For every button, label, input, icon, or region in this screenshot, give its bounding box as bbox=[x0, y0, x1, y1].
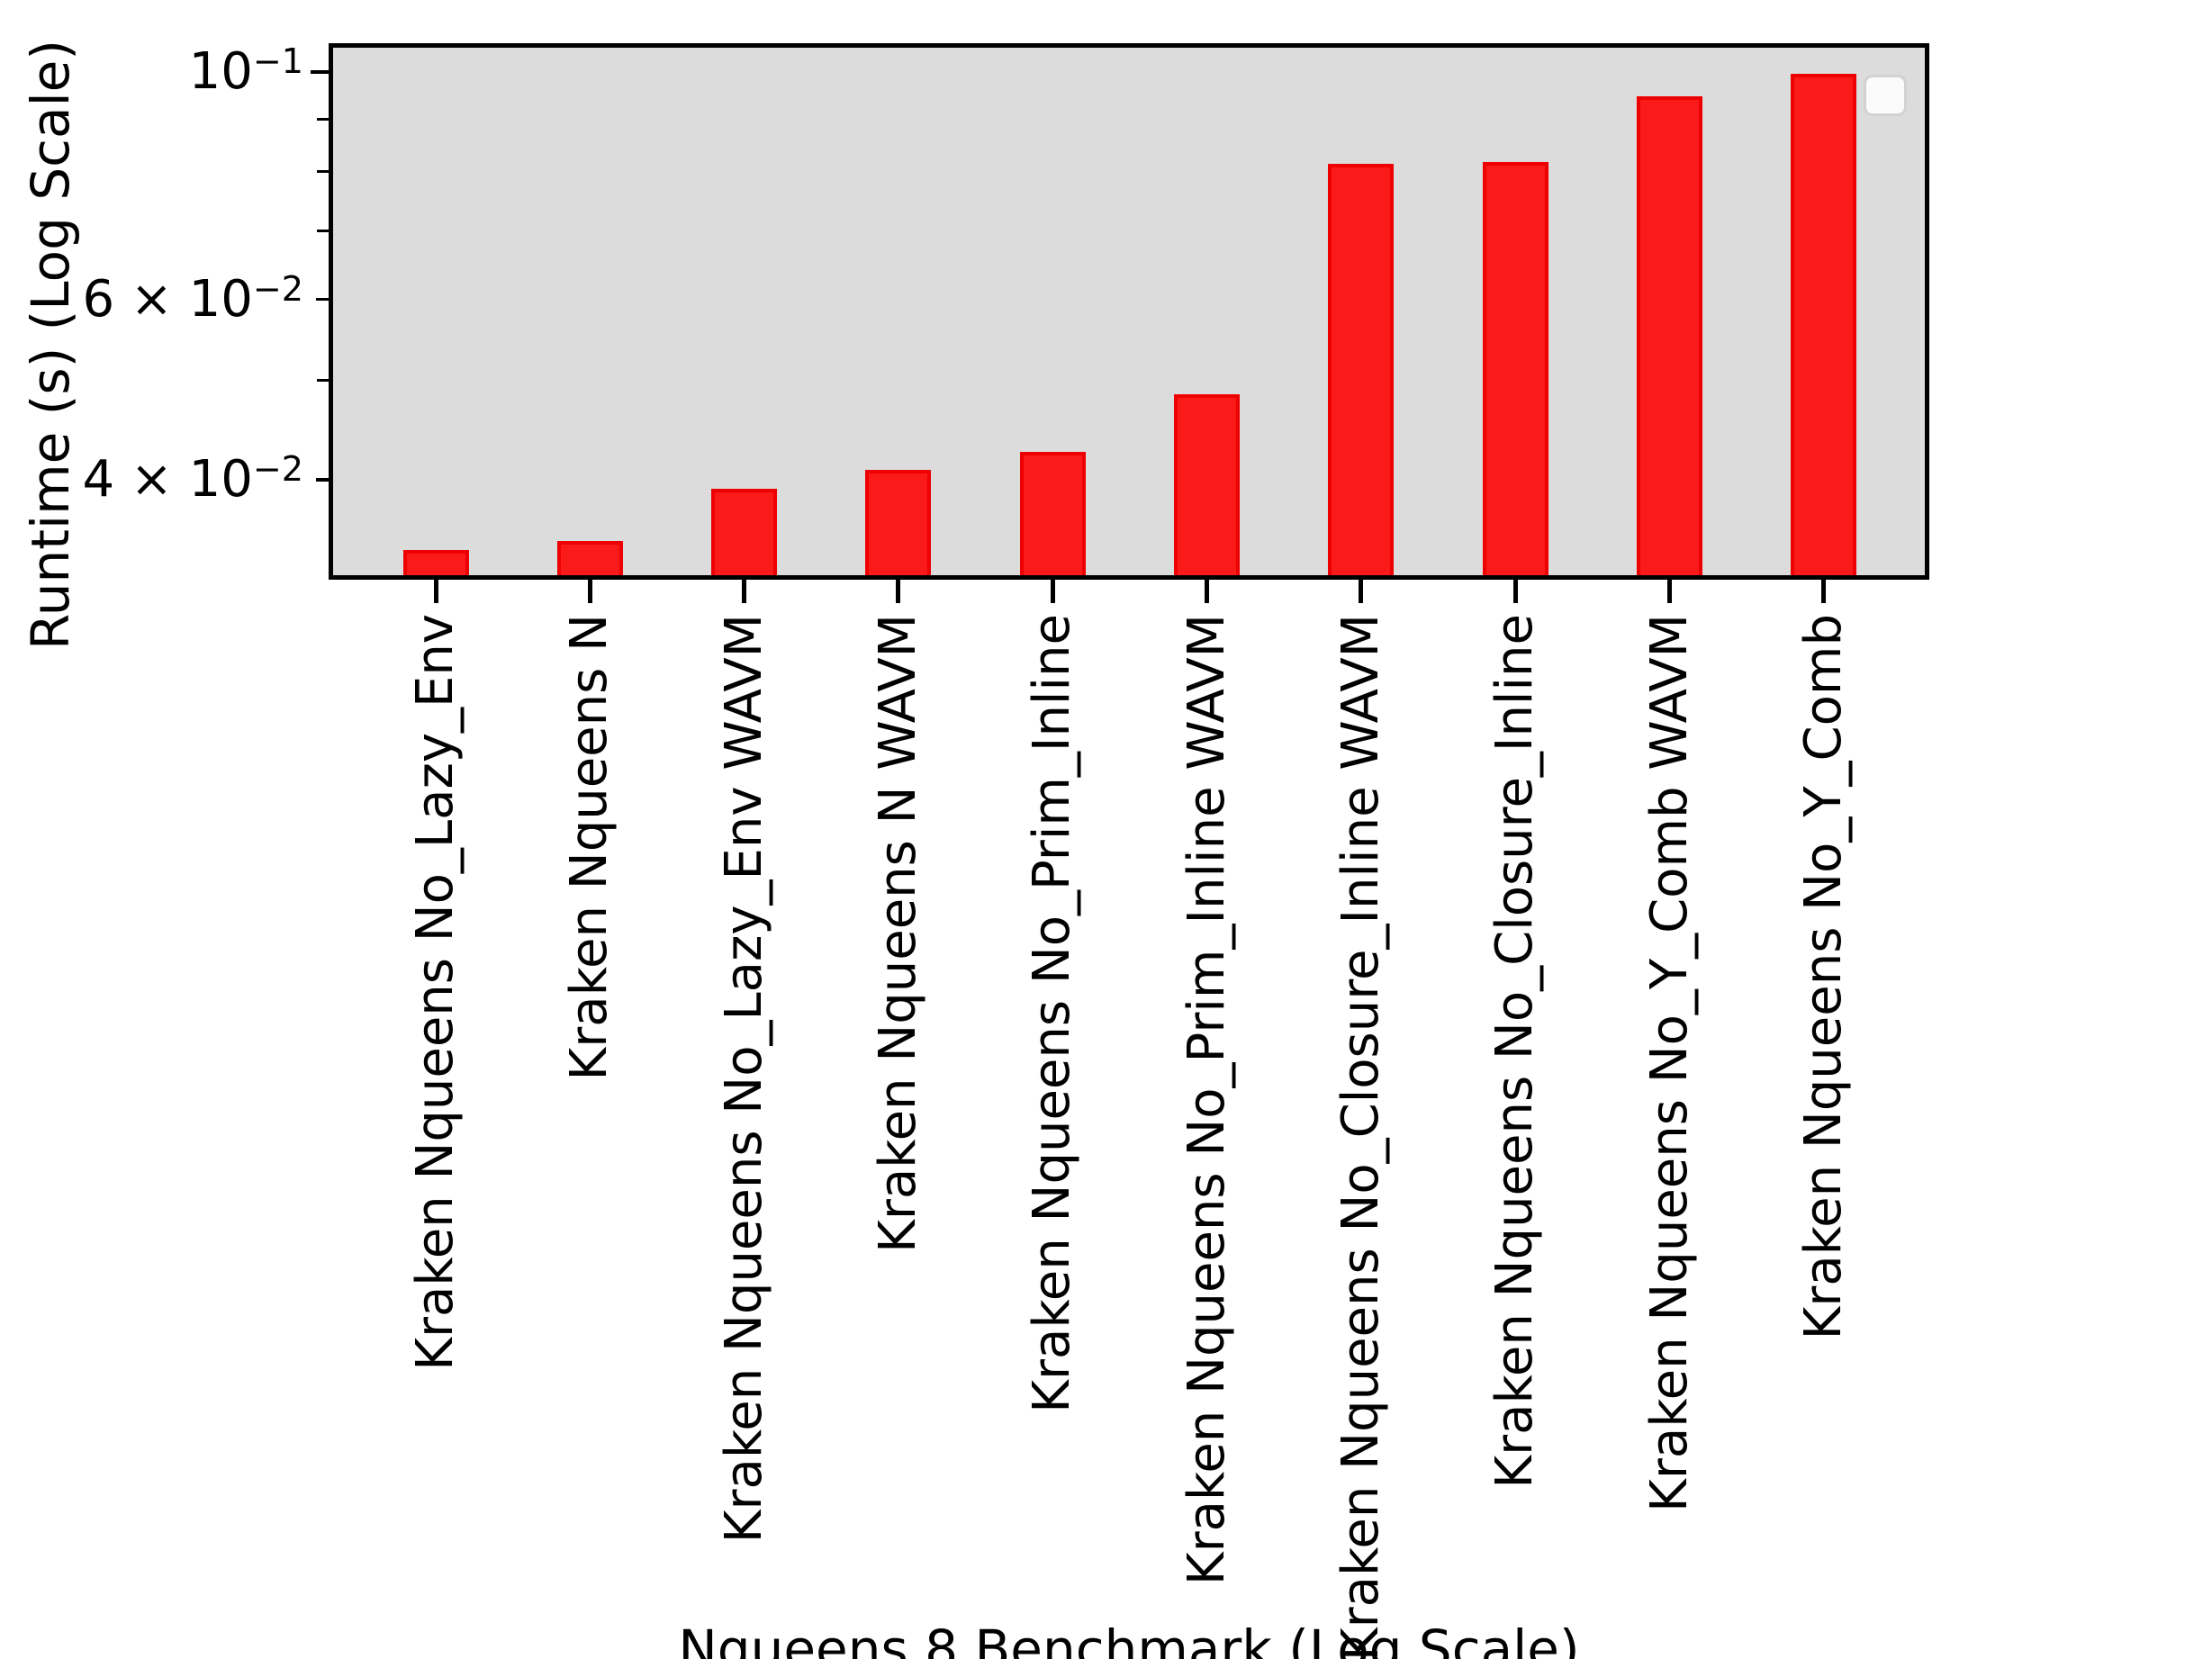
x-tick-mark bbox=[587, 580, 592, 603]
bar[interactable] bbox=[1482, 161, 1548, 575]
bar[interactable] bbox=[1637, 96, 1703, 575]
y-tick-mark bbox=[317, 229, 329, 232]
y-tick-mark bbox=[317, 117, 329, 121]
bar[interactable] bbox=[865, 470, 932, 575]
bar[interactable] bbox=[711, 489, 778, 575]
bar[interactable] bbox=[556, 540, 623, 575]
y-axis-title-text: Runtime (s) (Log Scale) bbox=[20, 40, 81, 650]
y-tick-mark bbox=[317, 169, 329, 173]
x-axis-title-text: Nqueens 8 Benchmark (Log Scale) bbox=[678, 1618, 1580, 1659]
y-tick-label: 10−1 bbox=[188, 41, 303, 101]
y-tick-mark bbox=[316, 297, 329, 302]
x-tick-mark bbox=[1359, 580, 1364, 603]
x-tick-mark bbox=[1050, 580, 1055, 603]
y-tick-mark bbox=[317, 379, 329, 383]
x-tick-mark bbox=[1205, 580, 1210, 603]
y-tick-mark bbox=[316, 478, 329, 482]
bar[interactable] bbox=[1019, 452, 1086, 575]
x-tick-mark bbox=[433, 580, 438, 603]
x-tick-mark bbox=[896, 580, 901, 603]
legend-box[interactable] bbox=[1864, 75, 1907, 116]
x-tick-mark bbox=[1821, 580, 1827, 603]
x-tick-mark bbox=[1667, 580, 1673, 603]
bar[interactable] bbox=[1174, 393, 1241, 575]
y-tick-label: 4 × 10−2 bbox=[82, 449, 303, 509]
bar[interactable] bbox=[1328, 164, 1395, 575]
x-tick-mark bbox=[742, 580, 747, 603]
y-tick-label: 6 × 10−2 bbox=[82, 268, 303, 329]
bar[interactable] bbox=[1791, 74, 1857, 575]
plot-area bbox=[329, 43, 1929, 580]
x-tick-mark bbox=[1512, 580, 1518, 603]
bar[interactable] bbox=[402, 549, 469, 575]
y-tick-mark bbox=[311, 69, 329, 75]
